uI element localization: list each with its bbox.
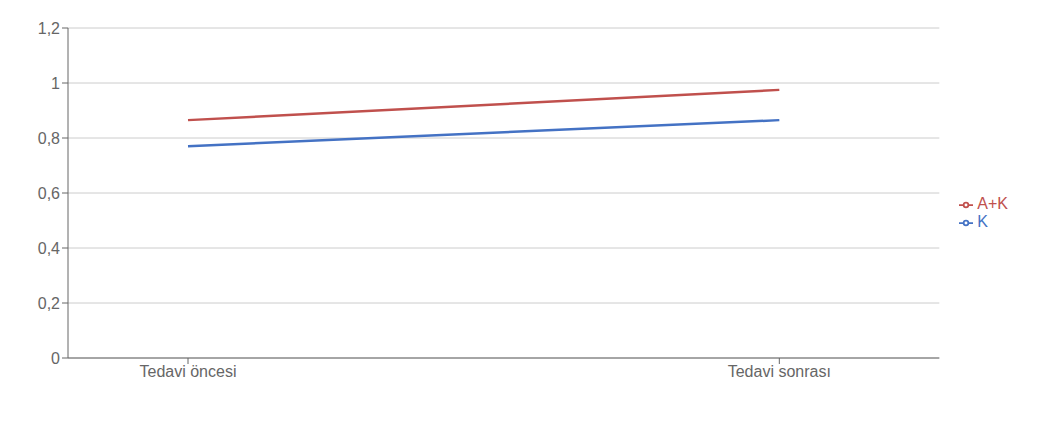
svg-text:Tedavi sonrası: Tedavi sonrası xyxy=(728,363,831,380)
svg-text:0,8: 0,8 xyxy=(38,130,60,147)
svg-text:1: 1 xyxy=(51,75,60,92)
svg-text:0,4: 0,4 xyxy=(38,240,60,257)
svg-text:0,6: 0,6 xyxy=(38,185,60,202)
svg-text:1,2: 1,2 xyxy=(38,20,60,37)
html-text:A+K: A+K xyxy=(977,195,1008,212)
svg-text:0,2: 0,2 xyxy=(38,295,60,312)
svg-text:Tedavi öncesi: Tedavi öncesi xyxy=(140,363,237,380)
svg-text:0: 0 xyxy=(51,350,60,367)
html-text:K: K xyxy=(977,213,988,230)
